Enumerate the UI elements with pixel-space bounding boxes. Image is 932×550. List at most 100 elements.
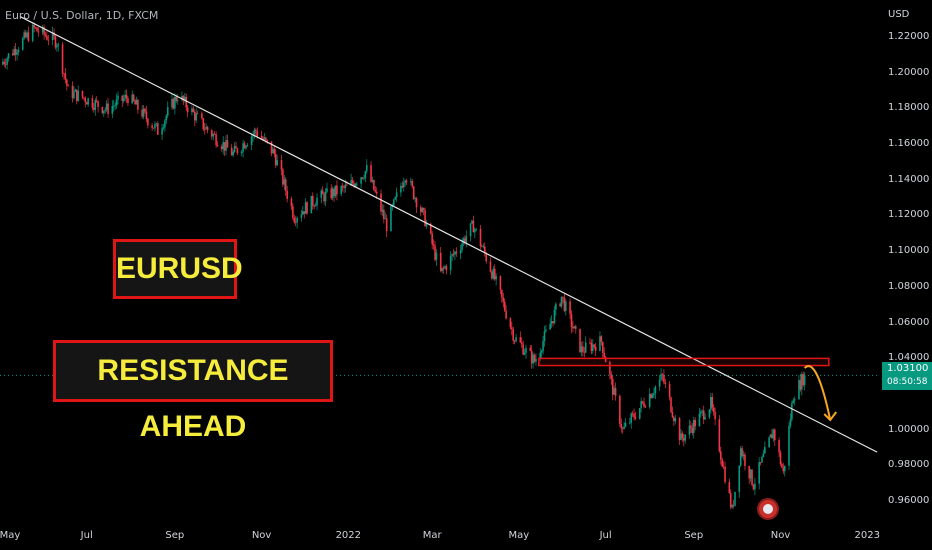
candle-body	[579, 328, 581, 353]
candle-body	[789, 419, 792, 427]
candle-body	[425, 223, 428, 227]
candle-body	[648, 394, 651, 407]
candle-body	[684, 434, 687, 441]
candle-body	[276, 159, 279, 166]
candle-body	[654, 386, 657, 394]
candle-body	[410, 181, 412, 183]
time-tick-label: Mar	[422, 530, 442, 541]
candle-body	[101, 107, 104, 114]
candle-body	[481, 246, 483, 248]
candle-body	[688, 425, 691, 435]
price-tick-label: 1.22000	[888, 30, 930, 42]
candle-body	[532, 354, 534, 364]
candle-body	[651, 394, 654, 399]
candle-body	[600, 336, 603, 342]
candle-body	[363, 178, 365, 180]
candle-body	[553, 309, 556, 324]
candle-body	[236, 148, 239, 154]
candle-body	[593, 344, 596, 347]
candle-body	[643, 402, 645, 407]
candle-body	[314, 205, 317, 207]
candle-body	[181, 95, 183, 100]
candle-body	[46, 35, 48, 40]
candle-body	[421, 208, 424, 213]
candle-body	[471, 220, 473, 224]
candle-body	[365, 165, 368, 172]
candle-body	[772, 429, 775, 439]
price-tick-label: 1.18000	[888, 102, 930, 114]
candle-body	[320, 190, 323, 198]
price-tick-label: 1.00000	[888, 423, 930, 435]
candle-body	[104, 109, 107, 111]
candle-body	[381, 209, 384, 212]
candle-body	[634, 417, 637, 419]
candle-body	[127, 98, 129, 104]
candle-body	[621, 428, 624, 429]
candle-body	[680, 433, 682, 441]
candle-body	[563, 297, 566, 311]
candle-body	[95, 100, 98, 102]
candle-body	[619, 395, 621, 424]
candle-body	[392, 199, 395, 206]
candle-body	[592, 344, 594, 351]
candle-body	[17, 49, 20, 53]
current-price: 1.03100	[887, 363, 929, 374]
candle-body	[482, 246, 485, 248]
candle-body	[570, 313, 573, 328]
candle-body	[34, 27, 37, 29]
candle-body	[107, 103, 109, 114]
candle-body	[193, 112, 196, 121]
candle-body	[658, 379, 661, 387]
candle-body	[734, 491, 736, 506]
candle-body	[609, 362, 611, 375]
price-tick-label: 0.96000	[888, 495, 930, 507]
candle-body	[154, 124, 156, 129]
candle-body	[316, 197, 318, 206]
candle-body	[769, 434, 772, 438]
candle-body	[334, 185, 337, 197]
candle-body	[505, 310, 507, 319]
candle-body	[184, 96, 186, 101]
candle-body	[360, 177, 362, 184]
candle-body	[721, 459, 723, 467]
candle-body	[203, 129, 206, 130]
us-flag-icon[interactable]	[757, 498, 779, 520]
candle-body	[114, 105, 116, 107]
candle-body	[580, 346, 583, 353]
candle-body	[353, 183, 355, 187]
candle-body	[442, 267, 445, 269]
time-tick-label: Sep	[165, 530, 185, 541]
candle-body	[599, 336, 601, 351]
candle-body	[313, 205, 315, 207]
candle-body	[282, 169, 284, 185]
candle-body	[395, 192, 398, 198]
candle-body	[782, 467, 785, 472]
candle-body	[233, 146, 236, 153]
candle-body	[601, 341, 604, 354]
candle-body	[131, 94, 134, 104]
candle-body	[132, 94, 135, 101]
candle-body	[692, 420, 695, 433]
candle-body	[525, 347, 527, 353]
candle-body	[761, 456, 763, 463]
candle-body	[729, 492, 732, 508]
time-tick-label: Jul	[599, 530, 612, 541]
candle-body	[653, 393, 655, 395]
candle-body	[330, 188, 333, 199]
candle-body	[371, 179, 374, 182]
candle-body	[779, 452, 782, 465]
candle-body	[404, 180, 406, 183]
candle-body	[620, 423, 623, 429]
candle-body	[152, 127, 155, 129]
time-tick-label: May	[508, 530, 530, 541]
candle-body	[232, 152, 234, 156]
candle-body	[479, 228, 482, 247]
candle-body	[583, 351, 586, 353]
candle-body	[191, 108, 193, 113]
candle-body	[491, 271, 493, 279]
candle-body	[555, 303, 557, 310]
candle-body	[678, 418, 681, 441]
candle-body	[714, 412, 716, 420]
candle-body	[226, 140, 229, 148]
